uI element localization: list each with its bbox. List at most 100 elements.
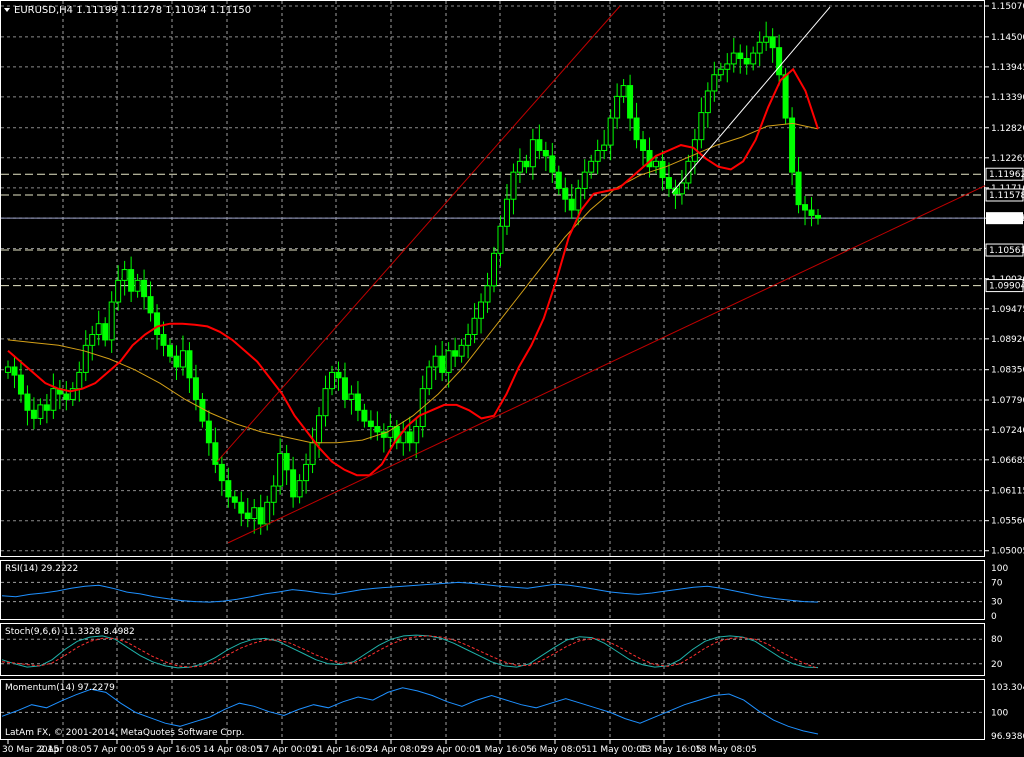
- last-price-label: 1.11150: [989, 214, 1024, 224]
- candle: [620, 85, 627, 97]
- rsi-y-tick-label: 30: [991, 598, 1003, 608]
- stoch-y-tick-label: 20: [991, 660, 1003, 670]
- candle: [309, 442, 316, 465]
- candle: [789, 117, 796, 173]
- momentum-y-tick-label: 100: [991, 708, 1008, 718]
- x-tick-label: 11 May 00:05: [586, 745, 648, 755]
- x-tick-label: 17 Apr 00:05: [258, 745, 317, 755]
- candle: [743, 57, 750, 65]
- level-price-box: [985, 243, 1024, 257]
- y-tick-label: 1.13945: [991, 63, 1024, 73]
- candle: [296, 480, 303, 498]
- white-trend-line[interactable]: [671, 6, 831, 194]
- candle: [562, 187, 569, 200]
- candle: [406, 431, 413, 444]
- x-tick-label: 6 May 08:05: [531, 745, 587, 755]
- candle: [212, 442, 219, 465]
- candle: [549, 155, 556, 173]
- candle: [653, 160, 659, 168]
- candle: [134, 279, 141, 292]
- candle: [640, 139, 647, 152]
- candle: [717, 68, 724, 76]
- candle: [225, 480, 232, 498]
- candle: [795, 171, 802, 206]
- rsi-y-tick-label: 100: [991, 564, 1008, 574]
- candle: [69, 388, 76, 400]
- candle: [141, 279, 148, 298]
- candle: [776, 47, 783, 76]
- candle: [303, 463, 310, 482]
- candle: [730, 52, 737, 65]
- candle: [808, 209, 815, 216]
- candle: [367, 420, 374, 428]
- candle: [575, 187, 582, 211]
- channel-upper-line[interactable]: [216, 5, 621, 463]
- candle: [24, 393, 31, 411]
- x-tick-label: 13 May 16:05: [640, 745, 702, 755]
- level-price-label: 1.09904: [989, 282, 1024, 292]
- candle: [542, 150, 549, 157]
- candle: [244, 512, 251, 520]
- candle: [503, 198, 510, 227]
- candle: [588, 160, 595, 173]
- candle: [173, 355, 180, 368]
- x-tick-label: 7 Apr 00:05: [93, 745, 146, 755]
- candle: [102, 323, 109, 341]
- candle: [380, 431, 387, 438]
- candle: [439, 355, 446, 373]
- pane-border-sto: [0, 623, 985, 676]
- candle: [478, 301, 485, 319]
- candle: [452, 350, 459, 357]
- candle: [199, 398, 206, 422]
- candle: [335, 371, 342, 379]
- candle: [11, 366, 18, 376]
- candle: [283, 453, 290, 471]
- candle: [769, 36, 776, 49]
- candle: [277, 453, 284, 487]
- candle: [95, 323, 102, 336]
- candle: [231, 496, 238, 503]
- candle: [257, 507, 264, 525]
- level-price-box: [985, 167, 1024, 181]
- candle: [516, 160, 523, 173]
- pane-border-rsi: [0, 560, 985, 620]
- candle: [5, 366, 11, 373]
- x-tick-label: 9 Apr 16:05: [148, 745, 201, 755]
- candle: [413, 426, 420, 444]
- ma-slow-line: [7, 122, 819, 444]
- momentum-title: Momentum(14) 97.2279: [5, 683, 115, 693]
- candle: [218, 463, 225, 482]
- stoch-y-tick-label: 80: [991, 635, 1003, 645]
- candle: [341, 377, 348, 400]
- candle: [154, 312, 161, 336]
- y-tick-label: 1.08350: [991, 366, 1024, 376]
- y-tick-label: 1.08920: [991, 335, 1024, 345]
- candle: [737, 52, 744, 59]
- rsi-y-tick-label: 0: [991, 612, 997, 622]
- candle: [37, 404, 44, 419]
- candle: [43, 404, 50, 411]
- candle: [627, 85, 634, 119]
- candle: [750, 52, 757, 65]
- candle: [179, 350, 186, 368]
- channel-lower-line[interactable]: [227, 185, 986, 544]
- triangle-down-icon[interactable]: [4, 8, 10, 12]
- last-price-box: [986, 212, 1023, 225]
- x-tick-label: 21 Apr 16:05: [312, 745, 371, 755]
- candle: [678, 182, 685, 195]
- candle: [322, 388, 329, 417]
- candle: [121, 269, 128, 281]
- rsi-series-line: [1, 581, 819, 603]
- stoch-title: Stoch(9,6,6) 11.3328 8.4982: [5, 627, 135, 637]
- candle: [251, 507, 258, 520]
- y-tick-label: 1.05005: [991, 547, 1024, 557]
- candle: [147, 296, 154, 314]
- y-tick-label: 1.09475: [991, 305, 1024, 315]
- rsi-y-tick-label: 70: [991, 578, 1003, 588]
- level-price-label: 1.10561: [989, 246, 1024, 256]
- candle: [685, 160, 692, 184]
- x-tick-label: 29 Apr 00:05: [422, 745, 481, 755]
- momentum-y-tick-label: 96.9386: [991, 732, 1024, 742]
- candle: [698, 112, 705, 141]
